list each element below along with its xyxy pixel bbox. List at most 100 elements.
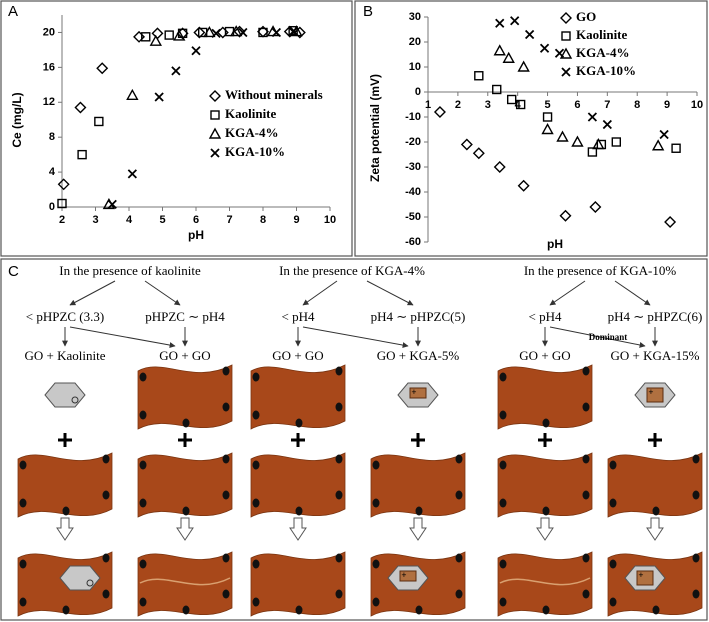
x-tick-label: 7 xyxy=(604,99,610,111)
sheet-dot xyxy=(372,559,380,569)
marker-square xyxy=(611,137,621,147)
marker-square xyxy=(288,26,298,36)
y-tick-label: -10 xyxy=(405,111,421,123)
x-axis-label: pH xyxy=(188,228,204,242)
marker-square xyxy=(210,110,220,120)
sheet-dot xyxy=(182,605,190,615)
x-tick-label: 10 xyxy=(324,214,336,226)
sheet-dot xyxy=(295,605,303,615)
arrow xyxy=(549,280,586,306)
marker-triangle xyxy=(203,26,216,38)
marker-triangle xyxy=(149,34,162,46)
sheet-dot xyxy=(62,506,70,516)
go-sheet xyxy=(497,364,593,430)
marker-diamond xyxy=(209,90,221,102)
sheet-dot xyxy=(609,460,617,470)
sheet-body xyxy=(17,452,113,518)
panel-label: B xyxy=(363,3,373,20)
arrow xyxy=(144,280,181,306)
go-sheet xyxy=(250,364,346,430)
y-tick-label: 20 xyxy=(43,26,55,38)
legend-label: KGA-4% xyxy=(225,125,278,140)
marker-triangle xyxy=(592,138,605,150)
marker-cross xyxy=(524,29,535,40)
y-tick-label: 10 xyxy=(409,61,421,73)
charge: + xyxy=(648,387,653,397)
charge: + xyxy=(401,570,406,580)
condition: pH4 ∼ pHPZC(5) xyxy=(371,309,466,324)
note: Dominant xyxy=(589,332,628,342)
legend-label: KGA-4% xyxy=(576,45,629,60)
plus xyxy=(648,433,662,447)
sheet-dot xyxy=(455,490,463,500)
plus xyxy=(291,433,305,447)
sheet-dot xyxy=(102,454,110,464)
sheet-dot xyxy=(499,410,507,420)
marker-triangle xyxy=(493,44,506,56)
marker-cross xyxy=(127,169,137,179)
sheet-dot xyxy=(139,410,147,420)
panel-a-frame xyxy=(0,0,353,257)
sheet-dot xyxy=(182,506,190,516)
result: GO + KGA-15% xyxy=(611,348,700,363)
sheet-dot xyxy=(139,597,147,607)
sheet-dot xyxy=(62,605,70,615)
go-sheet xyxy=(137,364,233,430)
sheet-dot xyxy=(139,372,147,382)
sheet-dot xyxy=(652,605,660,615)
marker-triangle xyxy=(173,29,186,41)
result: GO + GO xyxy=(159,348,210,363)
sheet-dot xyxy=(692,589,700,599)
x-tick-label: 2 xyxy=(455,99,461,111)
marker-cross xyxy=(238,27,248,38)
marker-diamond xyxy=(664,216,677,228)
marker-triangle xyxy=(559,47,573,59)
y-tick-label: -20 xyxy=(405,136,421,148)
sheet-dot xyxy=(222,454,230,464)
marker-square xyxy=(57,198,67,209)
marker-cross xyxy=(154,92,164,102)
arrow xyxy=(549,326,646,348)
sheet-dot xyxy=(335,366,343,376)
marker-cross xyxy=(191,46,201,56)
marker-square xyxy=(77,149,87,160)
x-tick-label: 9 xyxy=(664,99,670,111)
sheet-dot xyxy=(222,589,230,599)
x-tick-label: 4 xyxy=(126,214,133,226)
sheet-dot xyxy=(692,490,700,500)
marker-square xyxy=(542,112,553,122)
y-tick-label: -30 xyxy=(405,161,421,173)
sheet-body xyxy=(250,364,346,430)
sheet-dot xyxy=(415,605,423,615)
marker-diamond xyxy=(493,161,506,173)
down-arrow xyxy=(409,517,427,541)
marker-cross xyxy=(602,119,612,130)
marker-diamond xyxy=(151,27,164,40)
sheet-dot xyxy=(222,402,230,412)
sheet-dot xyxy=(335,490,343,500)
x-tick-label: 8 xyxy=(634,99,640,111)
condition: pHPZC ∼ pH4 xyxy=(145,309,225,324)
y-tick-label: 16 xyxy=(43,61,55,73)
go-sheet xyxy=(250,551,346,617)
sheet-dot xyxy=(252,559,260,569)
sheet-dot xyxy=(455,553,463,563)
x-tick-label: 1 xyxy=(425,99,431,111)
legend-label: GO xyxy=(576,9,596,24)
sheet-dot xyxy=(692,454,700,464)
sheet-dot xyxy=(252,410,260,420)
go-sheet xyxy=(497,551,593,617)
marker-cross xyxy=(107,199,117,210)
x-tick-label: 5 xyxy=(159,214,165,226)
marker-triangle xyxy=(571,135,584,147)
result: GO + Kaolinite xyxy=(25,348,106,363)
y-tick-label: 0 xyxy=(415,86,421,98)
sheet-dot xyxy=(102,553,110,563)
column-title: In the presence of kaolinite xyxy=(59,263,201,278)
sheet-dot xyxy=(19,559,27,569)
sheet-dot xyxy=(222,366,230,376)
sheet-body xyxy=(137,551,233,617)
panel-label: C xyxy=(8,263,19,280)
sheet-dot xyxy=(582,490,590,500)
